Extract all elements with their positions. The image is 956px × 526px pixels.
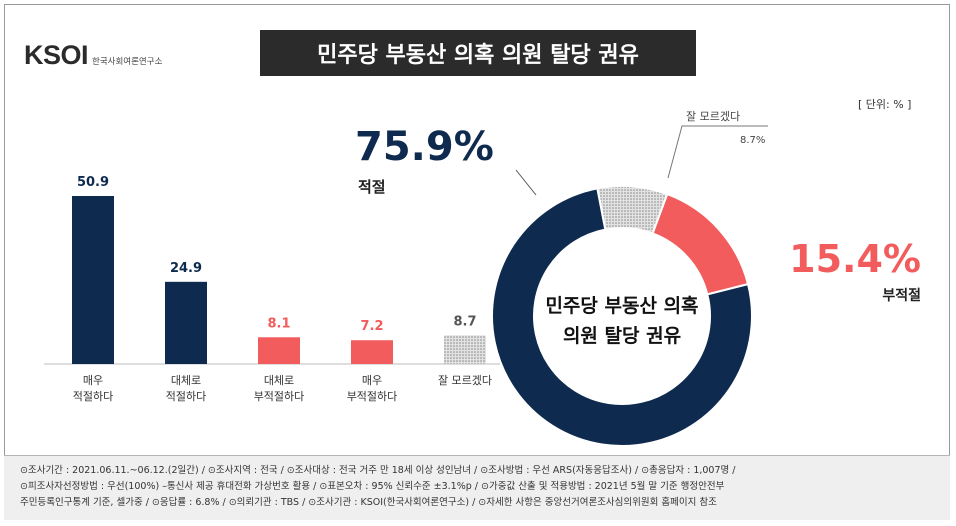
category-label: 잘 모르겠다 xyxy=(438,374,492,387)
category-label: 매우 xyxy=(362,374,382,387)
category-label: 매우 xyxy=(83,374,103,387)
bar xyxy=(444,335,486,364)
bar xyxy=(258,337,300,364)
category-label: 적절하다 xyxy=(73,389,113,403)
category-label: 대체로 xyxy=(264,374,294,387)
survey-footnote: ⊙조사기간 : 2021.06.11.~06.12.(2일간) / ⊙조사지역 … xyxy=(4,455,950,520)
bar xyxy=(165,281,207,364)
slice-name-label: 부적절 xyxy=(882,287,921,304)
logo-brand: KSOI xyxy=(24,40,89,70)
bar-value-label: 8.1 xyxy=(267,316,290,331)
callout-line xyxy=(515,169,537,196)
bar xyxy=(72,196,114,364)
unit-label: [ 단위: % ] xyxy=(858,98,912,111)
chart-title: 민주당 부동산 의혹 의원 탈당 권유 xyxy=(260,30,696,76)
category-label: 대체로 xyxy=(171,374,201,387)
category-label: 적절하다 xyxy=(166,389,206,403)
footnote-line: ⊙조사기간 : 2021.06.11.~06.12.(2일간) / ⊙조사지역 … xyxy=(20,465,736,476)
slice-value-label: 15.4% xyxy=(789,237,921,281)
ksoi-logo: KSOI 한국사회여론연구소 xyxy=(24,40,162,71)
bar-value-label: 24.9 xyxy=(170,261,202,276)
slice-name-label: 잘 모르겠다 xyxy=(686,110,740,123)
logo-subtitle: 한국사회여론연구소 xyxy=(92,56,163,67)
bar-value-label: 7.2 xyxy=(360,319,383,334)
donut-center-label: 민주당 부동산 의혹 xyxy=(545,294,698,317)
bar-value-label: 8.7 xyxy=(453,314,476,329)
slice-name-label: 적절 xyxy=(358,178,386,196)
bar xyxy=(351,340,393,364)
slice-value-label: 8.7% xyxy=(740,135,765,146)
footnote-line: 주민등록인구통계 기준, 셀가중 / ⊙응답률 : 6.8% / ⊙의뢰기관 :… xyxy=(20,497,717,508)
category-label: 부적절하다 xyxy=(254,389,305,403)
footnote-line: ⊙피조사자선정방법 : 우선(100%) –통신사 제공 휴대전화 가상번호 활… xyxy=(20,481,725,492)
chart-area: 50.9매우적절하다24.9대체로적절하다8.1대체로부적절하다7.2매우부적절… xyxy=(44,110,921,447)
slice-value-label: 75.9% xyxy=(355,124,494,170)
callout-line xyxy=(667,125,768,179)
category-label: 부적절하다 xyxy=(347,389,398,403)
donut-center-label: 의원 탈당 권유 xyxy=(563,325,681,347)
donut-slice xyxy=(651,192,750,296)
donut-slice xyxy=(491,187,753,447)
bar-value-label: 50.9 xyxy=(77,175,109,190)
